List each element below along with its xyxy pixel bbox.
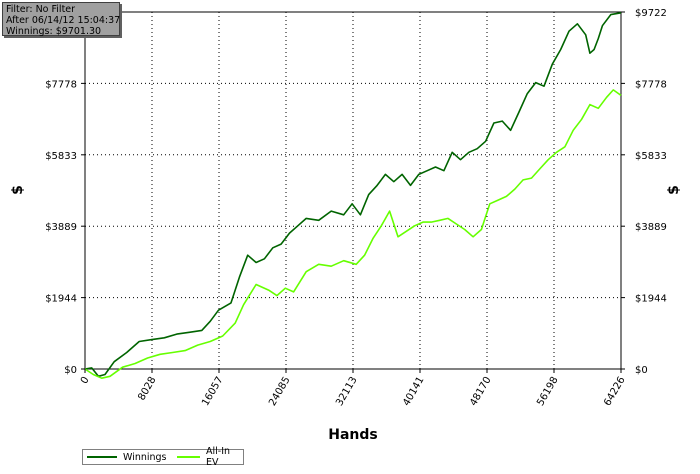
y-tick-label-right: $5833 [635,151,667,162]
series-line-winnings [84,12,622,378]
y-tick-label-left: $3889 [45,222,77,233]
x-tick-label: 56198 [535,375,560,408]
filter-text: Filter: No Filter [6,4,76,15]
x-tick-label: 64226 [602,375,627,408]
x-tick-label: 40141 [401,375,426,408]
after-date-text: After 06/14/12 15:04:37 [6,15,121,26]
x-tick-label: 24085 [267,375,292,408]
y-tick-label-right: $1944 [635,294,667,305]
filter-info-box: Filter: No Filter After 06/14/12 15:04:3… [2,2,121,37]
legend-swatch-winnings [87,456,117,458]
winnings-total-text: Winnings: $9701.30 [6,26,102,37]
legend-label-winnings: Winnings [123,451,167,463]
y-tick-label-right: $0 [635,365,648,376]
y-axis-label-left: $ [10,185,26,195]
legend-item-winnings: Winnings [87,452,167,463]
legend-label-all-in-ev: All-In EV [206,446,231,468]
plot-area [84,11,622,370]
grid-lines [85,12,621,369]
x-axis-label: Hands [328,427,378,443]
x-tick-label: 48170 [468,375,493,408]
y-tick-label-right: $3889 [635,222,667,233]
x-tick-label: 32113 [334,375,359,408]
x-tick-label: 8028 [136,375,158,403]
y-tick-label-right: $7778 [635,79,667,90]
y-tick-label-left: $7778 [45,79,77,90]
y-tick-label-left: $1944 [45,294,77,305]
chart-legend: Winnings All-In EV [82,446,244,468]
x-tick-label: 0 [79,375,92,386]
y-tick-label-left: $5833 [45,151,77,162]
series-lines [84,12,622,379]
series-line-all-in-ev [84,89,622,379]
y-tick-label-left: $0 [64,365,77,376]
legend-item-all-in-ev: All-In EV [176,446,237,468]
x-tick-label: 16057 [200,375,225,408]
legend-swatch-all-in-ev [176,456,201,458]
y-axis-label-right: $ [666,185,682,195]
y-tick-label-right: $9722 [635,8,667,19]
